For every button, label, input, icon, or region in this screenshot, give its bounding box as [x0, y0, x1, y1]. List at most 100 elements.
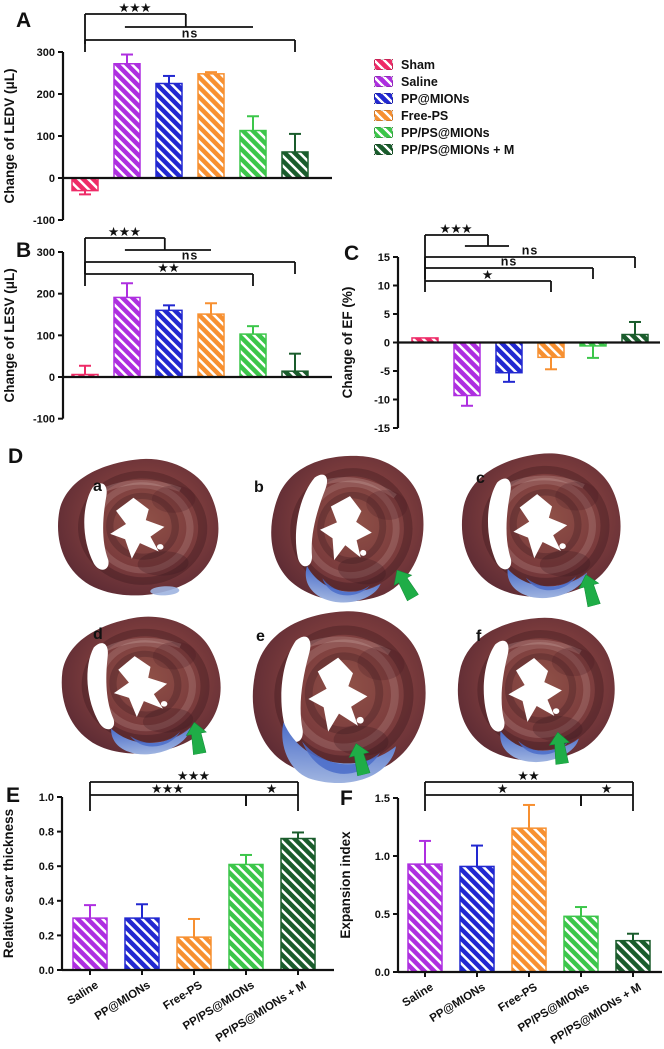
significance-bracket — [424, 267, 594, 279]
heart-section-drawing — [61, 616, 221, 755]
legend-swatch — [374, 144, 393, 155]
histology-label-f: f — [476, 628, 482, 645]
significance-label: ★★★ — [178, 771, 211, 783]
bar-free-ps — [537, 341, 565, 359]
chart-panel-F: 1.5 1.0 0.5 0.0 Expansion index SalinePP@MION… — [338, 771, 662, 1047]
legend-item-pp-ps-mions: PP/PS@MIONs — [374, 124, 514, 141]
y-axis-label: Expansion index — [338, 831, 353, 939]
chart-panel-A: 300 200 100 0 -100 Change of LEDV (μL) ★★★ ns — [2, 3, 332, 227]
histology-label-c: c — [476, 470, 485, 487]
y-tick-label: 0.6 — [39, 861, 54, 873]
legend-item-free-ps: Free-PS — [374, 107, 514, 124]
y-tick-label: 0.8 — [39, 827, 54, 839]
significance-bracket — [424, 794, 582, 811]
x-tick-label: Free-PS — [161, 979, 204, 1012]
panel-label-f-upper: F — [340, 787, 353, 810]
histology-image-c: c — [452, 446, 632, 608]
error-bar — [587, 345, 599, 359]
panel-label-c-upper: C — [344, 242, 360, 265]
bar-pp-ps-mions — [563, 915, 599, 973]
significance-label: ★★ — [518, 771, 540, 783]
y-tick-label: 10 — [378, 281, 390, 293]
x-tick-label: PP/PS@MIONs + M — [214, 979, 309, 1044]
error-bar — [188, 917, 200, 938]
significance-label: ns — [501, 255, 518, 269]
significance-bracket — [84, 273, 254, 286]
panel-label-d-upper: D — [8, 445, 24, 468]
y-tick-label: 0 — [384, 338, 390, 350]
bar-pp-mions — [124, 917, 160, 971]
error-bar — [163, 304, 175, 311]
legend-swatch — [374, 59, 393, 70]
y-tick-label: 0.4 — [39, 896, 55, 908]
significance-label: ★★★ — [119, 3, 152, 15]
significance-label: ★ — [602, 784, 613, 796]
y-tick-label: 100 — [37, 330, 55, 342]
lv-lumen — [113, 656, 168, 718]
y-tick-label: 0.0 — [375, 967, 390, 979]
significance-label: ★ — [267, 784, 278, 796]
significance-bracket — [89, 794, 247, 811]
y-tick-label: -100 — [33, 215, 55, 227]
significance-label: ns — [182, 27, 199, 41]
bar-saline — [407, 863, 443, 973]
bar-free-ps — [511, 827, 547, 973]
significance-label: ★ — [483, 270, 494, 282]
y-tick-label: -5 — [380, 366, 390, 378]
bar-saline — [453, 341, 481, 397]
error-bar — [163, 74, 175, 84]
bar-pp-ps-mions — [239, 333, 267, 378]
bar-pp-ps-mions-m — [621, 333, 649, 344]
significance-bracket — [84, 39, 296, 52]
scar-region — [507, 568, 588, 598]
rv-lumen — [87, 643, 115, 730]
y-tick-label: 100 — [37, 131, 55, 143]
legend-label: PP/PS@MIONs — [401, 125, 490, 140]
error-bar — [627, 932, 639, 941]
y-tick-label: 300 — [37, 247, 55, 259]
significance-bracket — [89, 781, 299, 795]
histology-label-e: e — [256, 628, 265, 645]
bar-saline — [113, 63, 141, 179]
error-bar — [84, 904, 96, 919]
bar-pp-ps-mions-m — [615, 939, 651, 973]
error-bar — [247, 325, 259, 335]
scar-region — [305, 565, 381, 603]
heart-section-drawing — [271, 455, 424, 603]
legend: Sham Saline PP@MIONs Free-PS PP/PS@MIONs PP/P… — [374, 56, 514, 158]
y-tick-label: 5 — [384, 309, 390, 321]
legend-label: Saline — [401, 74, 438, 89]
legend-label: Free-PS — [401, 108, 449, 123]
lv-lumen — [513, 494, 568, 559]
significance-bracket — [424, 280, 552, 292]
rv-lumen — [84, 483, 109, 570]
panel-label-b-upper: B — [16, 239, 32, 262]
bar-free-ps — [176, 936, 212, 971]
y-tick-label: 0.5 — [375, 909, 390, 921]
histology-image-b: b — [254, 447, 434, 611]
legend-swatch — [374, 110, 393, 121]
error-bar — [205, 71, 217, 74]
error-bar — [205, 302, 217, 315]
chart-panel-E: 1.0 0.8 0.6 0.4 0.2 0.0 Relative scar thicknes… — [1, 771, 334, 1045]
significance-bracket — [424, 781, 634, 795]
error-bar — [461, 395, 473, 407]
y-tick-label: 1.0 — [39, 792, 54, 804]
scar-region — [111, 727, 191, 755]
significance-label: ns — [182, 249, 199, 263]
y-axis-label: Change of LESV (μL) — [2, 268, 17, 402]
histology-image-d: d — [52, 610, 232, 762]
error-bar — [247, 115, 259, 131]
error-bar — [419, 839, 431, 865]
significance-bracket — [245, 794, 299, 811]
x-tick-label: Free-PS — [496, 981, 539, 1014]
lv-lumen — [308, 657, 368, 732]
panel-label-a-upper: A — [16, 9, 32, 32]
legend-item-pp-mions: PP@MIONs — [374, 90, 514, 107]
error-bar — [121, 282, 133, 298]
significance-label: ★★★ — [440, 224, 473, 236]
significance-label: ★ — [498, 784, 509, 796]
y-tick-label: -15 — [374, 423, 390, 435]
